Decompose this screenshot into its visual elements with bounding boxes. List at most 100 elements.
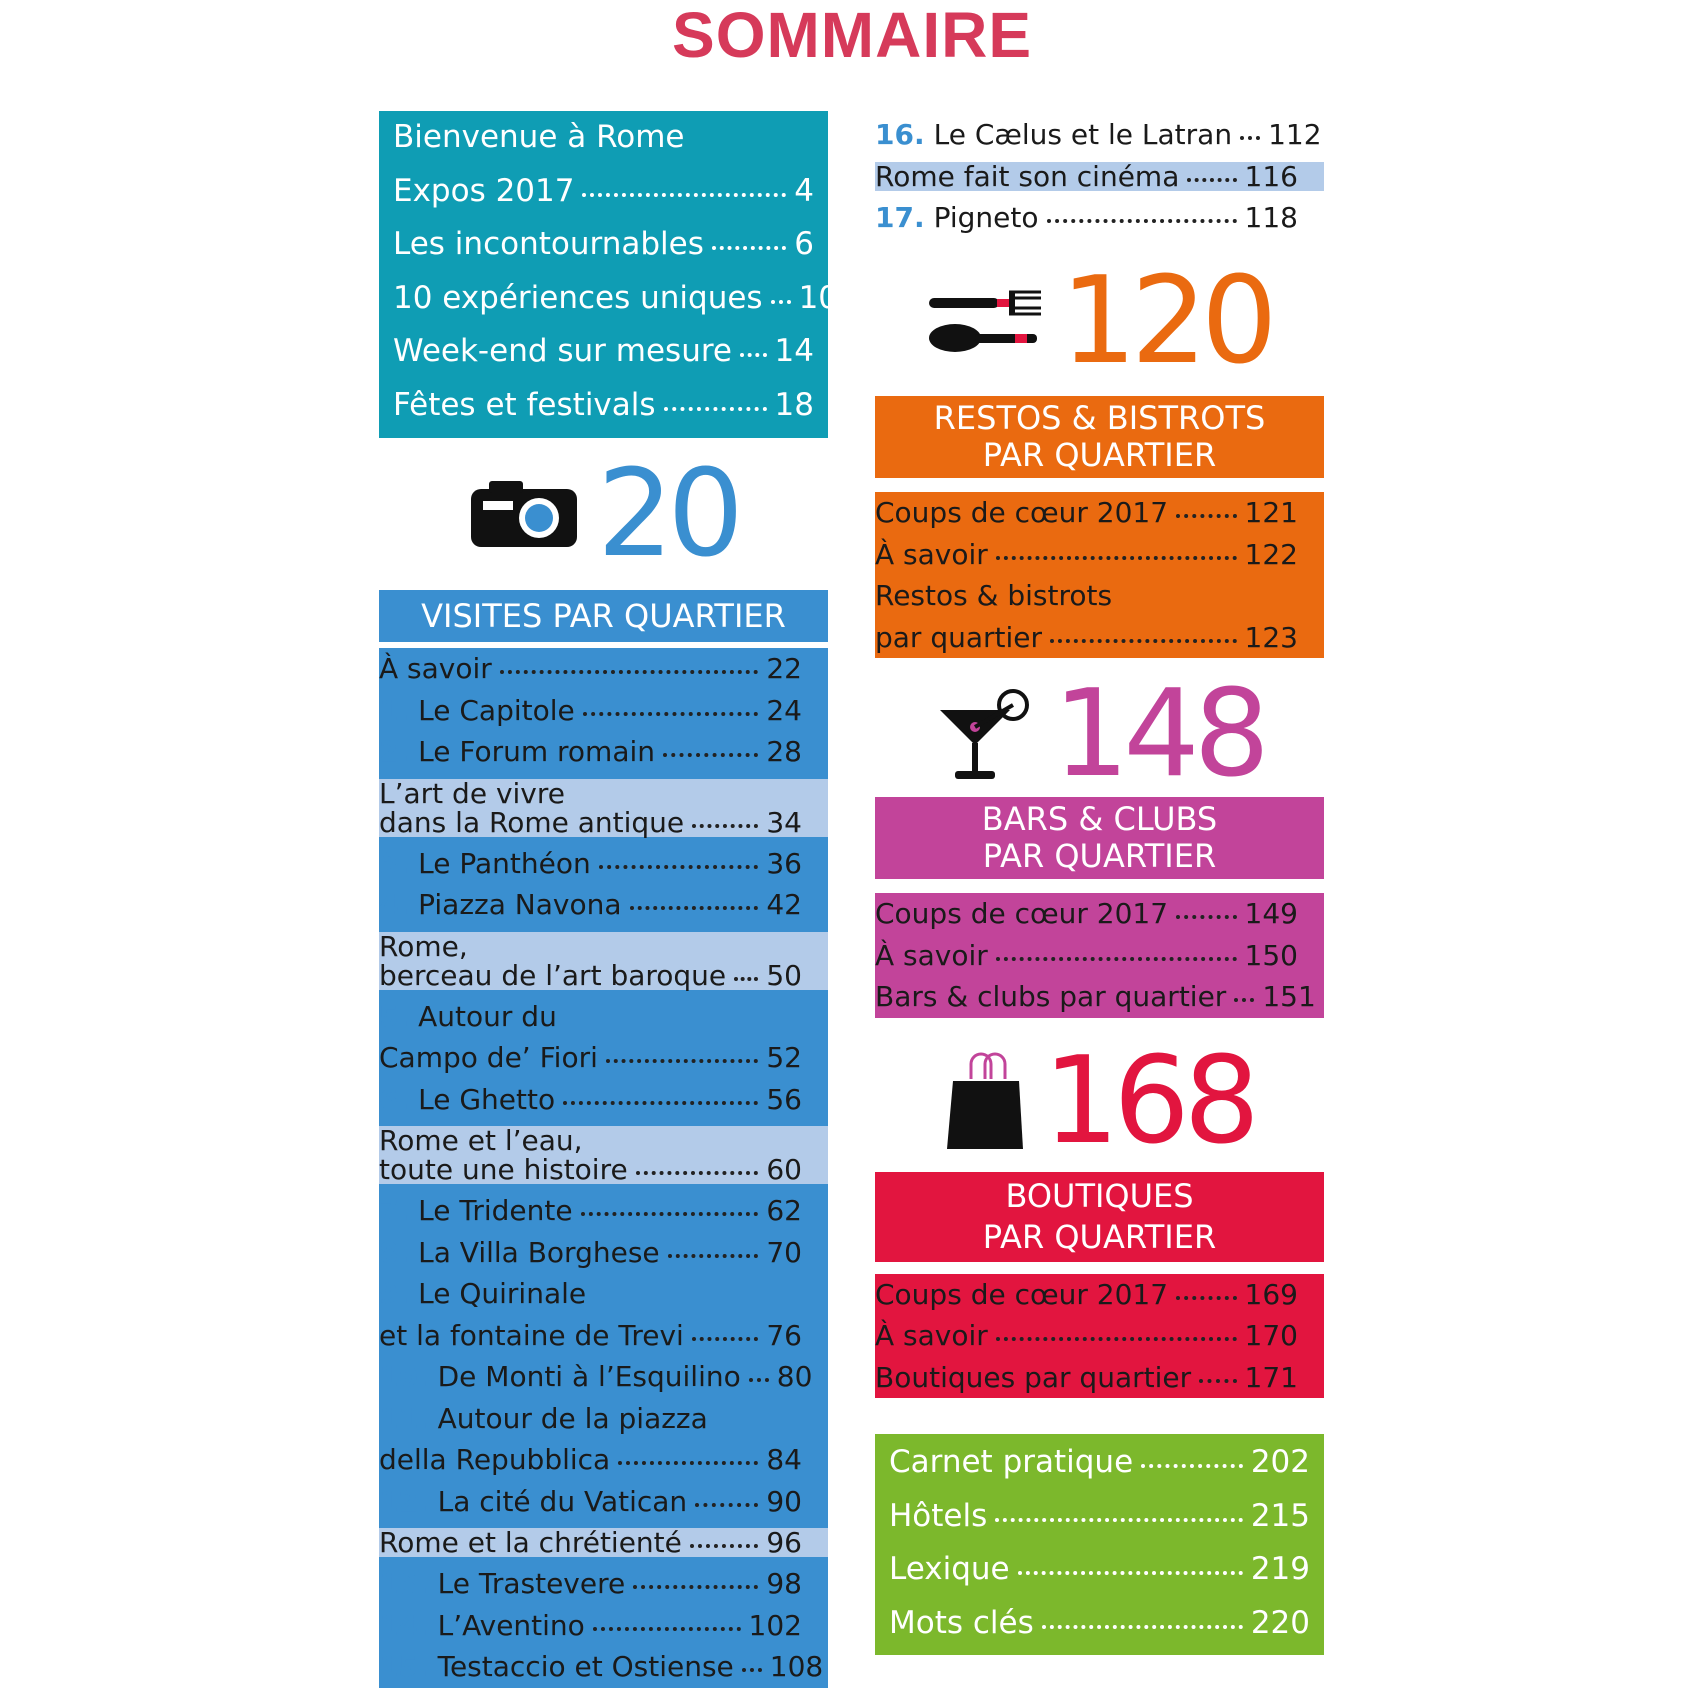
entry-line: Lexique 219: [889, 1543, 1310, 1597]
page-number: 4: [794, 172, 814, 209]
entry-text: Le Panthéon: [418, 846, 591, 880]
entry-line: Restos & bistrots: [875, 575, 1298, 617]
toc-entry: 9. Le Quirinale et la fontaine de Trevi 76: [379, 1273, 802, 1356]
toc-entry: 4. Piazza Navona 42: [379, 884, 802, 926]
leader: [748, 1378, 769, 1382]
entry-line: berceau de l’art baroque 50: [379, 961, 802, 990]
section-heading: BARS & CLUBS PAR QUARTIER: [875, 797, 1324, 879]
toc-entry: Rome et l’eau, toute une histoire 60: [379, 1126, 828, 1184]
toc-entry: 10 expériences uniques 10: [393, 272, 838, 326]
page-number: 116: [1244, 159, 1298, 193]
entry-text: La Villa Borghese: [418, 1235, 660, 1269]
leader: [667, 1253, 759, 1258]
entry-number: 15.: [379, 1650, 429, 1683]
toc-entry: Lexique 219: [889, 1543, 1310, 1597]
page-number: 80: [776, 1360, 813, 1393]
page-number: 6: [794, 226, 814, 262]
section-number: 168: [1042, 1032, 1260, 1171]
toc-entry: 2. Le Forum romain 28: [379, 731, 802, 773]
entry-text: Restos & bistrots: [875, 579, 1113, 612]
page-number: 90: [766, 1484, 802, 1518]
toc-entry: 3. Le Panthéon 36: [379, 843, 802, 885]
heading-line: PAR QUARTIER: [982, 436, 1217, 474]
toc-entry: 5. Autour du Campo de’ Fiori 52: [379, 996, 802, 1079]
page-number: 34: [766, 805, 802, 839]
entry-line: 2. Le Forum romain 28: [379, 731, 802, 773]
entry-text: Le Cælus et le Latran: [933, 118, 1233, 151]
leader: [1187, 177, 1237, 182]
entry-line: Les incontournables 6: [393, 218, 814, 272]
toc-entry: Hôtels 215: [889, 1490, 1310, 1544]
page-number: 112: [1268, 118, 1322, 151]
entry-text: dans la Rome antique: [379, 805, 685, 839]
entry-line: À savoir 150: [875, 935, 1298, 977]
toc-entry: À savoir 22: [379, 648, 802, 690]
section-heading: BOUTIQUES PAR QUARTIER: [875, 1171, 1324, 1262]
entry-text: La cité du Vatican: [437, 1484, 688, 1518]
leader: [734, 976, 759, 981]
entry-number: 4.: [379, 888, 410, 921]
leader: [1017, 1571, 1243, 1575]
entry-line: Mots clés 220: [889, 1597, 1310, 1651]
entry-line: L’art de vivre: [379, 779, 802, 808]
page-number: 169: [1244, 1277, 1298, 1311]
entry-line: 16. Le Cælus et le Latran 112: [875, 114, 1322, 156]
page-number: 122: [1244, 537, 1298, 571]
page-number: 14: [774, 333, 814, 369]
entry-text: Coups de cœur 2017: [875, 496, 1169, 529]
entry-text: Coups de cœur 2017: [875, 897, 1169, 930]
page-number: 98: [766, 1567, 802, 1600]
page-number: 170: [1244, 1319, 1298, 1352]
entry-line: 3. Le Panthéon 36: [379, 843, 802, 885]
heading-line: RESTOS & BISTROTS: [933, 399, 1266, 437]
page-number: 10: [798, 279, 839, 316]
toc-entry: 17. Pigneto 118: [875, 197, 1298, 239]
leader: [582, 711, 759, 716]
toc-entry: 6. Le Ghetto 56: [379, 1079, 802, 1121]
entry-line: Boutiques par quartier 171: [875, 1357, 1298, 1399]
leader: [1234, 998, 1255, 1002]
entry-text: À savoir: [875, 537, 988, 571]
entry-line: 4. Piazza Navona 42: [379, 884, 802, 926]
leader: [499, 670, 759, 674]
leader: [1240, 136, 1261, 140]
entry-line: 5. Autour du: [379, 996, 802, 1038]
entry-number: 16.: [875, 118, 925, 151]
leader: [695, 1502, 759, 1507]
entry-line: della Repubblica 84: [379, 1439, 802, 1481]
leader: [598, 864, 759, 869]
entry-number: 17.: [875, 200, 925, 234]
heading-line: BARS & CLUBS: [981, 800, 1218, 838]
leader: [605, 1059, 759, 1063]
entry-line: Rome,: [379, 932, 802, 961]
entry-number: 12.: [379, 1484, 429, 1518]
cocktail-icon: [939, 688, 1029, 779]
page-number: 102: [748, 1608, 802, 1642]
toc-entry: Bienvenue à Rome: [393, 111, 814, 165]
leader: [563, 1100, 759, 1105]
entry-line: toute une histoire 60: [379, 1155, 802, 1184]
page-number: 52: [766, 1041, 802, 1074]
entry-text: Lexique: [889, 1551, 1010, 1587]
entry-line: À savoir 170: [875, 1315, 1298, 1357]
entry-line: par quartier 123: [875, 617, 1298, 659]
toc-entry: 16. Le Cælus et le Latran 112: [875, 114, 1322, 156]
page-number: 76: [766, 1318, 802, 1352]
toc-entry: Coups de cœur 2017 149: [875, 893, 1298, 935]
entry-text: della Repubblica: [379, 1443, 611, 1476]
entry-line: 10. De Monti à l’Esquilino 80: [379, 1356, 812, 1398]
entry-text: Week-end sur mesure: [393, 333, 732, 369]
page-number: 42: [766, 888, 802, 921]
entry-text: Piazza Navona: [418, 888, 622, 921]
entry-text: Le Trastevere: [437, 1567, 626, 1600]
entry-text: par quartier: [875, 620, 1043, 654]
page-number: 50: [766, 958, 802, 992]
toc-entry: Expos 2017 4: [393, 165, 814, 219]
section-number: 148: [1052, 665, 1270, 804]
toc-entry: 8. La Villa Borghese 70: [379, 1232, 802, 1274]
page-number: 108: [769, 1650, 824, 1683]
entry-number: 10.: [379, 1360, 429, 1393]
entry-line: 15. Testaccio et Ostiense 108: [379, 1646, 823, 1688]
entry-number: 11.: [379, 1401, 429, 1435]
entry-line: À savoir 22: [379, 648, 802, 690]
